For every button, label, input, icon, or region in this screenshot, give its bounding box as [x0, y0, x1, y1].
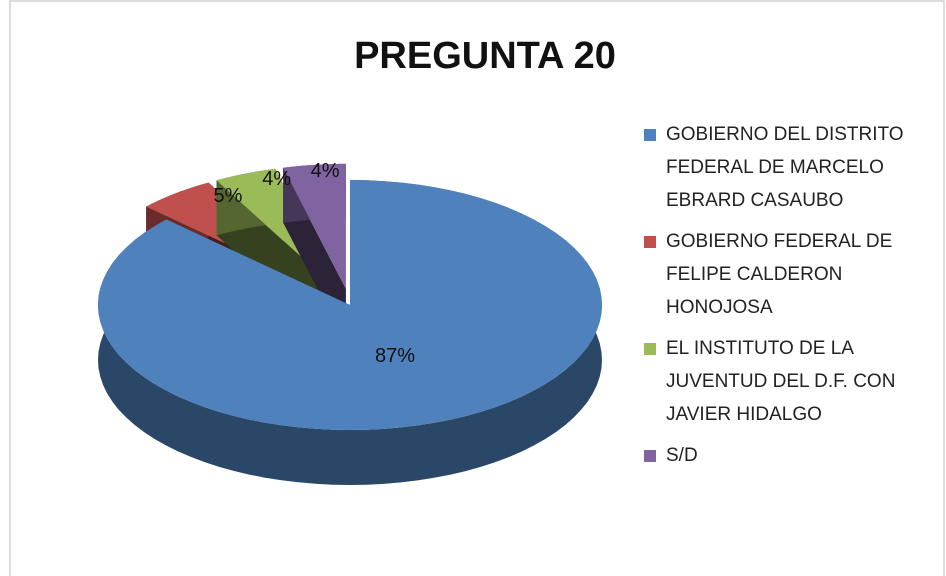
legend-label: GOBIERNO FEDERAL DE FELIPE CALDERON HONO…	[666, 231, 893, 318]
legend-label: GOBIERNO DEL DISTRITO FEDERAL DE MARCELO…	[666, 124, 904, 211]
data-label: 87%	[375, 345, 415, 367]
legend-swatch	[644, 343, 656, 355]
legend-swatch	[644, 236, 656, 248]
data-label: 4%	[262, 168, 291, 190]
legend-item: S/D	[642, 439, 942, 472]
data-label: 4%	[311, 160, 340, 182]
legend-item: GOBIERNO FEDERAL DE FELIPE CALDERON HONO…	[642, 225, 942, 324]
legend-label: EL INSTITUTO DE LA JUVENTUD DEL D.F. CON…	[666, 338, 896, 425]
legend-swatch	[644, 450, 656, 462]
chart-title: PREGUNTA 20	[354, 35, 616, 77]
slice-top	[283, 163, 346, 289]
pie-slice	[98, 180, 602, 485]
legend: GOBIERNO DEL DISTRITO FEDERAL DE MARCELO…	[642, 118, 942, 480]
legend-label: S/D	[666, 445, 698, 466]
legend-item: EL INSTITUTO DE LA JUVENTUD DEL D.F. CON…	[642, 332, 942, 431]
legend-swatch	[644, 129, 656, 141]
slice-top	[98, 180, 602, 430]
data-label: 5%	[214, 185, 243, 207]
legend-item: GOBIERNO DEL DISTRITO FEDERAL DE MARCELO…	[642, 118, 942, 217]
